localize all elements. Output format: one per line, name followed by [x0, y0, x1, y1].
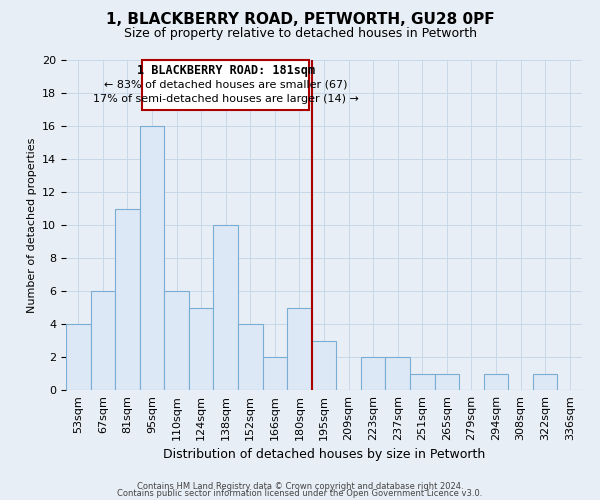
Text: 1 BLACKBERRY ROAD: 181sqm: 1 BLACKBERRY ROAD: 181sqm: [137, 64, 315, 77]
Y-axis label: Number of detached properties: Number of detached properties: [26, 138, 37, 312]
Bar: [189, 308, 214, 390]
Bar: [385, 357, 410, 390]
Bar: [484, 374, 508, 390]
Bar: [533, 374, 557, 390]
Text: 17% of semi-detached houses are larger (14) →: 17% of semi-detached houses are larger (…: [93, 94, 359, 104]
Bar: [361, 357, 385, 390]
Bar: [91, 291, 115, 390]
Bar: [66, 324, 91, 390]
Bar: [115, 208, 140, 390]
Bar: [238, 324, 263, 390]
Bar: [164, 291, 189, 390]
Bar: [287, 308, 312, 390]
Text: 1, BLACKBERRY ROAD, PETWORTH, GU28 0PF: 1, BLACKBERRY ROAD, PETWORTH, GU28 0PF: [106, 12, 494, 28]
Text: Size of property relative to detached houses in Petworth: Size of property relative to detached ho…: [124, 28, 476, 40]
X-axis label: Distribution of detached houses by size in Petworth: Distribution of detached houses by size …: [163, 448, 485, 462]
Text: Contains HM Land Registry data © Crown copyright and database right 2024.: Contains HM Land Registry data © Crown c…: [137, 482, 463, 491]
Bar: [410, 374, 434, 390]
Bar: [434, 374, 459, 390]
Bar: [312, 340, 336, 390]
FancyBboxPatch shape: [142, 60, 309, 110]
Text: Contains public sector information licensed under the Open Government Licence v3: Contains public sector information licen…: [118, 489, 482, 498]
Text: ← 83% of detached houses are smaller (67): ← 83% of detached houses are smaller (67…: [104, 79, 347, 89]
Bar: [140, 126, 164, 390]
Bar: [263, 357, 287, 390]
Bar: [214, 225, 238, 390]
